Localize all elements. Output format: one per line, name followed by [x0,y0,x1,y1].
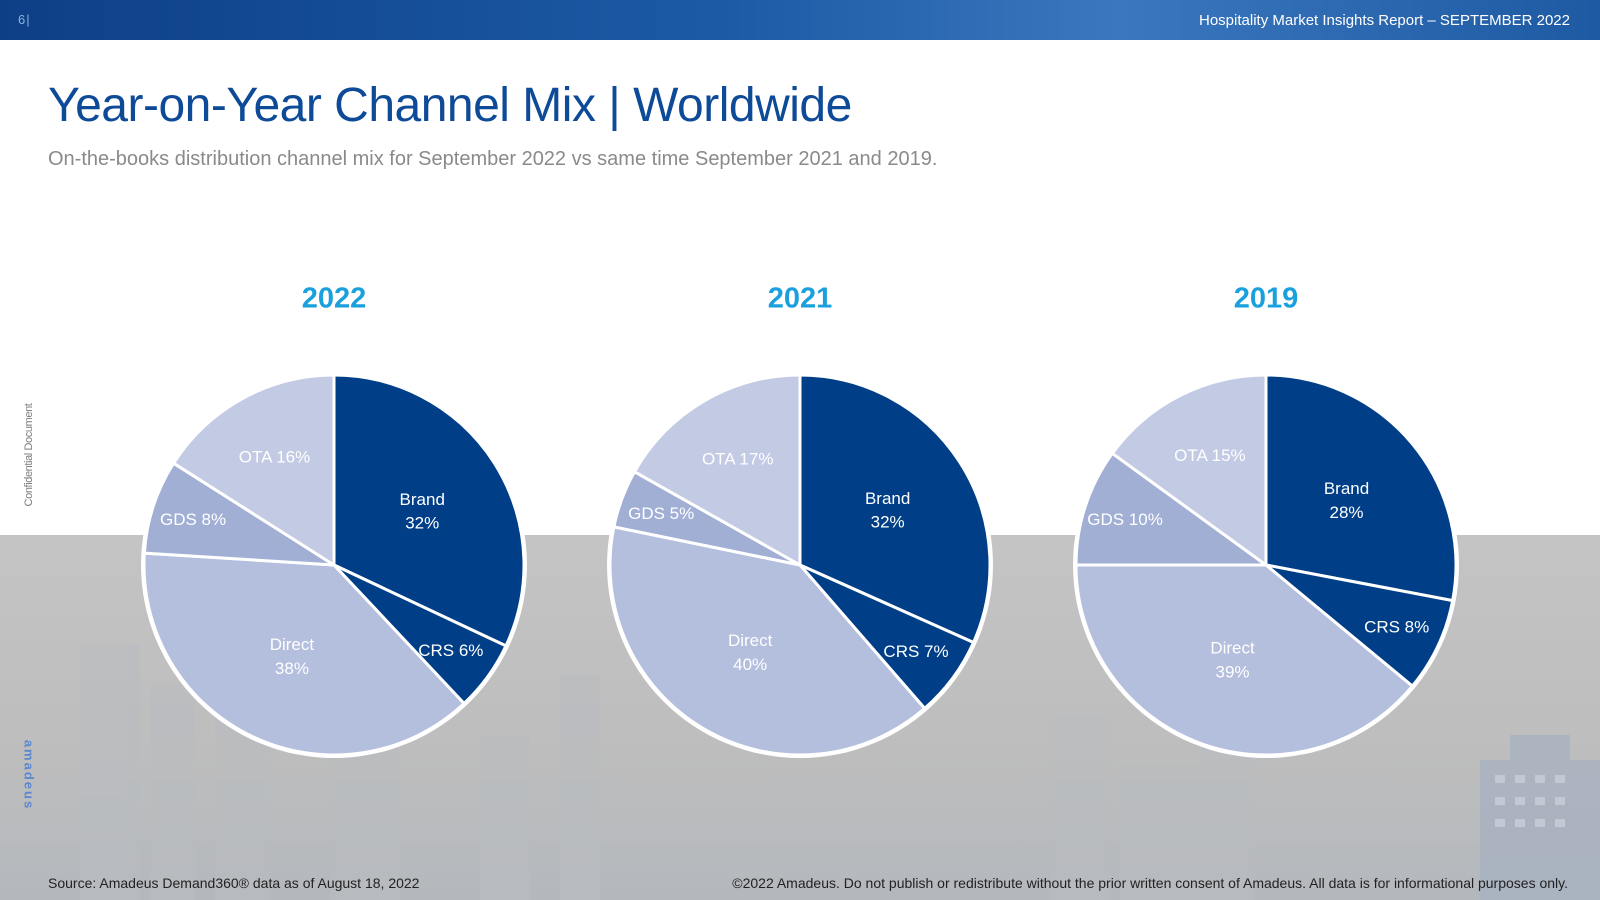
pie-slice-direct [608,525,927,757]
pie-slice-crs [1264,563,1455,688]
pie-chart-2022: 2022 Brand 32% CRS 6% Direct 38% GDS 8% OTA 16% [141,283,527,758]
copyright-note: ©2022 Amadeus. Do not publish or redistr… [732,875,1568,891]
page-subtitle: On-the-books distribution channel mix fo… [48,148,938,170]
pie-slice-brand [1264,373,1458,603]
pie-slice-direct [142,551,466,757]
page-number: 6| [18,12,31,27]
pie-slice-brand [332,373,526,648]
slice-label-brand: Brand 32% [865,489,910,532]
slice-label-gds: GDS 10% [1087,510,1163,529]
header-bar: 6| Hospitality Market Insights Report – … [0,0,1600,40]
slice-label-crs: CRS 6% [418,641,483,660]
slice-label-direct: Direct 39% [1210,639,1255,682]
slice-label-crs: CRS 8% [1364,617,1429,636]
report-title: Hospitality Market Insights Report – SEP… [1199,12,1570,29]
pie-slice-ota [632,373,802,567]
slice-label-brand: Brand 28% [1324,479,1369,522]
slice-label-crs: CRS 7% [883,642,948,661]
slice-label-ota: OTA 17% [702,449,774,468]
chart-title: 2021 [768,283,833,315]
pie-chart-2019: 2019 Brand 28% CRS 8% Direct 39% GDS 10% OTA 15… [1073,283,1459,758]
chart-title: 2022 [302,283,367,315]
pie-slice-brand [798,373,992,644]
slice-label-ota: OTA 15% [1174,446,1246,465]
pie-slice-ota [1110,373,1268,567]
slice-label-direct: Direct 38% [270,635,315,678]
pie-slice-gds [1074,451,1268,567]
slice-label-ota: OTA 16% [239,448,311,467]
page-title: Year-on-Year Channel Mix | Worldwide [48,79,852,132]
slice-label-gds: GDS 8% [160,510,226,529]
source-note: Source: Amadeus Demand360® data as of Au… [48,875,420,891]
pie-slice-ota [172,373,336,567]
pie-slice-direct [1074,563,1414,757]
slice-label-brand: Brand 32% [400,490,445,533]
city-skyline-background [80,625,1600,900]
pie-slice-gds [142,461,336,567]
pie-chart-2021: 2021 Brand 32% CRS 7% Direct 40% GDS 5% OTA 17% [607,283,993,758]
slice-label-gds: GDS 5% [628,504,694,523]
chart-title: 2019 [1234,283,1299,315]
slice-label-direct: Direct 40% [728,631,773,674]
